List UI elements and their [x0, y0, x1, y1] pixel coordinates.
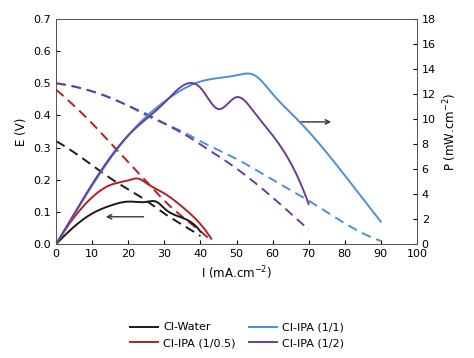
Legend: CI-Water, CI-IPA (1/0.5), CI-IPA (1/1), CI-IPA (1/2): CI-Water, CI-IPA (1/0.5), CI-IPA (1/1), … — [125, 318, 349, 352]
Y-axis label: E (V): E (V) — [15, 117, 28, 146]
X-axis label: I (mA.cm$^{-2}$): I (mA.cm$^{-2}$) — [201, 265, 272, 282]
Y-axis label: P (mW.cm$^{-2}$): P (mW.cm$^{-2}$) — [441, 92, 459, 171]
